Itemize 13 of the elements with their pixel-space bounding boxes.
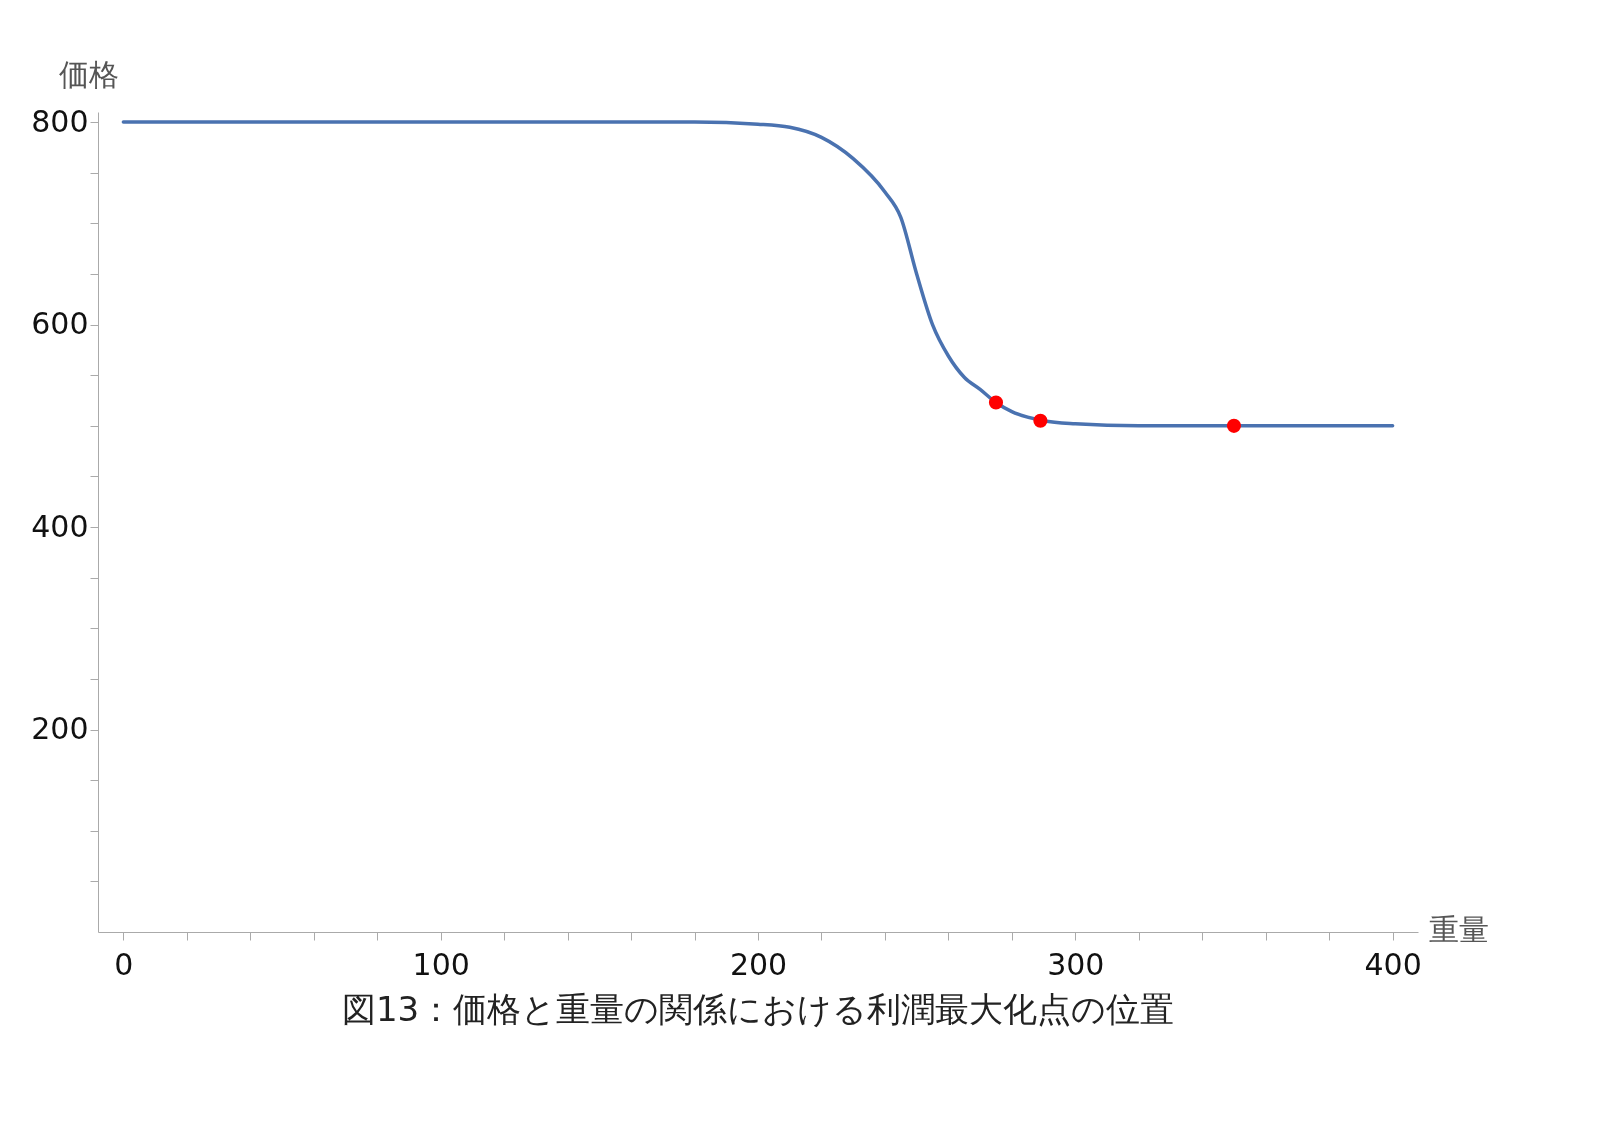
y-tick-label: 800 bbox=[31, 103, 89, 139]
line-series bbox=[121, 120, 1395, 428]
caption: 図13：価格と重量の関係における利潤最大化点の位置 bbox=[341, 989, 1175, 1029]
x-tick-label: 100 bbox=[412, 946, 470, 982]
y-tick-label: 600 bbox=[31, 306, 89, 342]
x-tick-label: 0 bbox=[114, 946, 134, 982]
x-tick-label: 200 bbox=[729, 946, 788, 982]
x-tick-label: 400 bbox=[1364, 946, 1422, 982]
y-axis-title: 価格 bbox=[58, 56, 119, 92]
y-tick-label: 400 bbox=[31, 508, 89, 544]
x-tick-label: 300 bbox=[1047, 946, 1105, 982]
x-axis-title: 重量 bbox=[1428, 911, 1489, 947]
y-tick-label: 200 bbox=[31, 711, 89, 747]
